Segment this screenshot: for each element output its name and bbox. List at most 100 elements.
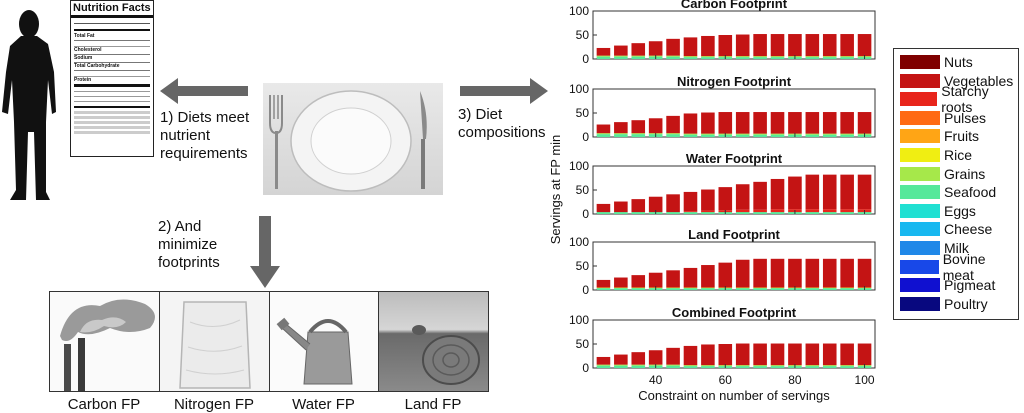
- bar-segment: [596, 364, 611, 366]
- bar-segment: [840, 34, 854, 57]
- bar-segment: [753, 209, 767, 213]
- bar-segment: [822, 133, 837, 135]
- step1-line: nutrient: [160, 127, 211, 144]
- bar-segment: [822, 134, 837, 137]
- bar-segment: [648, 41, 663, 56]
- bar-segment: [683, 113, 698, 134]
- bar-segment: [596, 56, 611, 59]
- bar-segment: [840, 366, 854, 368]
- arrow-down-icon: [250, 216, 280, 288]
- legend-label: Rice: [944, 147, 973, 163]
- nutrition-label: Nutrition Facts Total Fat Cholesterol So…: [70, 0, 154, 157]
- nutrition-row: Sodium: [74, 55, 150, 63]
- bar-segment: [822, 112, 837, 134]
- bar-segment: [735, 209, 750, 213]
- bar-segment: [701, 57, 715, 59]
- bar-segment: [614, 287, 628, 289]
- bar-segment: [735, 366, 750, 368]
- bar-segment: [631, 365, 646, 368]
- bar-segment: [735, 112, 750, 134]
- y-tick-label: 100: [569, 159, 589, 173]
- bar-segment: [631, 120, 646, 134]
- chart-title: Carbon Footprint: [681, 0, 788, 11]
- bar-segment: [614, 364, 628, 366]
- bar-segment: [805, 112, 820, 134]
- bar-segment: [788, 343, 802, 366]
- bar-segment: [840, 133, 854, 135]
- bar-segment: [596, 279, 611, 288]
- step2-text: 2) And minimize footprints: [158, 218, 220, 272]
- bar-segment: [788, 176, 802, 210]
- bar-segment: [701, 287, 715, 289]
- bar-segment: [614, 45, 628, 56]
- bar-segment: [805, 287, 820, 289]
- bar-segment: [857, 34, 872, 57]
- bar-segment: [753, 181, 767, 210]
- y-tick-label: 0: [582, 52, 589, 66]
- bar-segment: [770, 258, 785, 288]
- bar-segment: [735, 57, 750, 59]
- nutrition-row: Total Fat: [74, 33, 150, 41]
- nutrition-row: Total Carbohydrate: [74, 63, 150, 71]
- bar-segment: [753, 134, 767, 137]
- bar-segment: [770, 366, 785, 368]
- legend-swatch: [900, 92, 938, 107]
- bar-segment: [770, 209, 785, 213]
- bar-segment: [770, 212, 785, 214]
- x-tick-label: 100: [855, 373, 875, 387]
- bar-segment: [683, 212, 698, 214]
- chart-panel: Combined Footprint 0 50 100: [569, 305, 876, 375]
- step2-line: footprints: [158, 254, 220, 271]
- bar-segment: [822, 174, 837, 210]
- bar-segment: [666, 364, 680, 366]
- bar-segment: [735, 212, 750, 214]
- bar-segment: [666, 212, 680, 214]
- y-axis-label: Servings at FP min: [548, 135, 563, 245]
- bar-segment: [822, 287, 837, 289]
- bar-segment: [840, 112, 854, 134]
- bar-segment: [631, 275, 646, 288]
- x-tick-label: 80: [788, 373, 802, 387]
- legend-label: Bovine meat: [942, 250, 986, 283]
- y-tick-label: 0: [582, 130, 589, 144]
- bar-segment: [666, 347, 680, 365]
- bar-segment: [840, 174, 854, 210]
- bar-segment: [701, 265, 715, 288]
- arrow-right-icon: [460, 78, 548, 104]
- step1-text: 1) Diets meet nutrient requirements: [160, 109, 249, 163]
- bar-segment: [596, 55, 611, 57]
- bar-segment: [735, 287, 750, 289]
- legend-swatch: [900, 278, 940, 293]
- bar-segment: [683, 134, 698, 137]
- bar-segment: [805, 34, 820, 57]
- bar-segment: [840, 343, 854, 366]
- bar-segment: [735, 365, 750, 367]
- legend-label: Pulses: [944, 109, 987, 126]
- legend-swatch: [900, 241, 940, 255]
- y-tick-label: 50: [576, 28, 590, 42]
- y-tick-label: 50: [576, 337, 590, 351]
- bar-segment: [805, 258, 820, 288]
- legend-label: Poultry: [944, 295, 988, 312]
- x-tick-label: 60: [719, 373, 733, 387]
- bar-segment: [701, 133, 715, 135]
- nitrogen-photo: [159, 292, 270, 391]
- footprint-photo-strip: [49, 291, 489, 392]
- bar-segment: [805, 343, 820, 366]
- legend-label: Cheese: [944, 221, 993, 238]
- legend-label: Starchy roots: [941, 83, 989, 116]
- bar-segment: [701, 212, 715, 214]
- bar-segment: [770, 34, 785, 57]
- step2-line: 2) And: [158, 218, 202, 235]
- bar-segment: [718, 187, 733, 211]
- legend-label: Milk: [944, 240, 969, 256]
- chart-title: Combined Footprint: [672, 305, 797, 320]
- bar-segment: [753, 133, 767, 135]
- bar-segment: [701, 35, 715, 57]
- bar-segment: [857, 174, 872, 210]
- y-tick-label: 50: [576, 183, 590, 197]
- bar-segment: [770, 288, 785, 290]
- bar-segment: [753, 343, 767, 366]
- bar-segment: [683, 37, 698, 57]
- y-tick-label: 100: [569, 82, 589, 96]
